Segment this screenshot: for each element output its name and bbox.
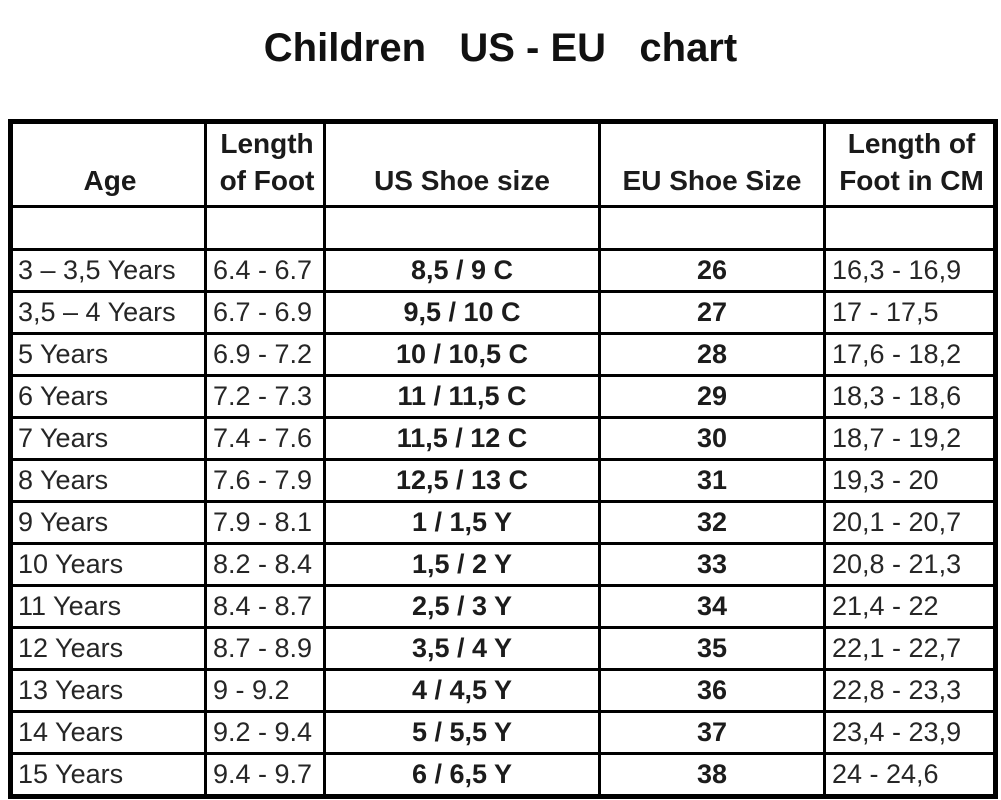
- us-size-cell: 2,5 / 3 Y: [323, 584, 601, 629]
- eu-size-cell: 26: [598, 248, 826, 293]
- us-size-cell: 1 / 1,5 Y: [323, 500, 601, 545]
- size-table-body: 3 – 3,5 Years 6.4 - 6.7 8,5 / 9 C 26 16,…: [9, 205, 997, 798]
- size-table-header: Age Length of Foot US Shoe size EU Shoe …: [9, 120, 997, 208]
- header-row: Age Length of Foot US Shoe size EU Shoe …: [9, 120, 997, 208]
- cm-length-cell: 22,8 - 23,3: [823, 668, 997, 713]
- table-row: 12 Years 8.7 - 8.9 3,5 / 4 Y 35 22,1 - 2…: [9, 626, 997, 671]
- foot-length-cell: 7.9 - 8.1: [204, 500, 326, 545]
- age-cell: 8 Years: [9, 458, 207, 503]
- cm-length-cell: 22,1 - 22,7: [823, 626, 997, 671]
- us-size-cell: 5 / 5,5 Y: [323, 710, 601, 755]
- eu-size-cell: 30: [598, 416, 826, 461]
- cm-length-cell: 20,1 - 20,7: [823, 500, 997, 545]
- us-size-cell: 6 / 6,5 Y: [323, 752, 601, 798]
- size-chart-table: Age Length of Foot US Shoe size EU Shoe …: [8, 119, 998, 799]
- cm-length-cell: 17 - 17,5: [823, 290, 997, 335]
- cm-length-cell: 20,8 - 21,3: [823, 542, 997, 587]
- eu-size-cell: 34: [598, 584, 826, 629]
- us-size-cell: 8,5 / 9 C: [323, 248, 601, 293]
- spacer-cell: [323, 205, 601, 251]
- eu-size-cell: 28: [598, 332, 826, 377]
- table-row: 14 Years 9.2 - 9.4 5 / 5,5 Y 37 23,4 - 2…: [9, 710, 997, 755]
- table-row: 6 Years 7.2 - 7.3 11 / 11,5 C 29 18,3 - …: [9, 374, 997, 419]
- cm-length-cell: 23,4 - 23,9: [823, 710, 997, 755]
- table-row: 7 Years 7.4 - 7.6 11,5 / 12 C 30 18,7 - …: [9, 416, 997, 461]
- header-age: Age: [9, 120, 207, 208]
- age-cell: 5 Years: [9, 332, 207, 377]
- table-row: 15 Years 9.4 - 9.7 6 / 6,5 Y 38 24 - 24,…: [9, 752, 997, 798]
- age-cell: 12 Years: [9, 626, 207, 671]
- foot-length-cell: 9.2 - 9.4: [204, 710, 326, 755]
- age-cell: 3,5 – 4 Years: [9, 290, 207, 335]
- cm-length-cell: 17,6 - 18,2: [823, 332, 997, 377]
- age-cell: 7 Years: [9, 416, 207, 461]
- eu-size-cell: 36: [598, 668, 826, 713]
- spacer-cell: [823, 205, 997, 251]
- us-size-cell: 9,5 / 10 C: [323, 290, 601, 335]
- table-row: 9 Years 7.9 - 8.1 1 / 1,5 Y 32 20,1 - 20…: [9, 500, 997, 545]
- spacer-row: [9, 205, 997, 251]
- eu-size-cell: 31: [598, 458, 826, 503]
- age-cell: 6 Years: [9, 374, 207, 419]
- cm-length-cell: 16,3 - 16,9: [823, 248, 997, 293]
- eu-size-cell: 35: [598, 626, 826, 671]
- table-row: 11 Years 8.4 - 8.7 2,5 / 3 Y 34 21,4 - 2…: [9, 584, 997, 629]
- spacer-cell: [598, 205, 826, 251]
- us-size-cell: 11 / 11,5 C: [323, 374, 601, 419]
- cm-length-cell: 21,4 - 22: [823, 584, 997, 629]
- age-cell: 9 Years: [9, 500, 207, 545]
- table-row: 8 Years 7.6 - 7.9 12,5 / 13 C 31 19,3 - …: [9, 458, 997, 503]
- us-size-cell: 3,5 / 4 Y: [323, 626, 601, 671]
- table-row: 3 – 3,5 Years 6.4 - 6.7 8,5 / 9 C 26 16,…: [9, 248, 997, 293]
- eu-size-cell: 37: [598, 710, 826, 755]
- header-us-size: US Shoe size: [323, 120, 601, 208]
- age-cell: 15 Years: [9, 752, 207, 798]
- cm-length-cell: 18,3 - 18,6: [823, 374, 997, 419]
- foot-length-cell: 7.4 - 7.6: [204, 416, 326, 461]
- foot-length-cell: 8.2 - 8.4: [204, 542, 326, 587]
- eu-size-cell: 38: [598, 752, 826, 798]
- age-cell: 14 Years: [9, 710, 207, 755]
- age-cell: 10 Years: [9, 542, 207, 587]
- table-row: 13 Years 9 - 9.2 4 / 4,5 Y 36 22,8 - 23,…: [9, 668, 997, 713]
- foot-length-cell: 9 - 9.2: [204, 668, 326, 713]
- cm-length-cell: 24 - 24,6: [823, 752, 997, 798]
- header-foot-length: Length of Foot: [204, 120, 326, 208]
- header-eu-size: EU Shoe Size: [598, 120, 826, 208]
- header-cm-length: Length of Foot in CM: [823, 120, 997, 208]
- us-size-cell: 12,5 / 13 C: [323, 458, 601, 503]
- page-title: Children US - EU chart: [263, 26, 738, 70]
- foot-length-cell: 6.7 - 6.9: [204, 290, 326, 335]
- us-size-cell: 10 / 10,5 C: [323, 332, 601, 377]
- eu-size-cell: 33: [598, 542, 826, 587]
- us-size-cell: 1,5 / 2 Y: [323, 542, 601, 587]
- foot-length-cell: 8.7 - 8.9: [204, 626, 326, 671]
- eu-size-cell: 29: [598, 374, 826, 419]
- spacer-cell: [204, 205, 326, 251]
- foot-length-cell: 8.4 - 8.7: [204, 584, 326, 629]
- foot-length-cell: 6.9 - 7.2: [204, 332, 326, 377]
- spacer-cell: [9, 205, 207, 251]
- table-row: 3,5 – 4 Years 6.7 - 6.9 9,5 / 10 C 27 17…: [9, 290, 997, 335]
- cm-length-cell: 19,3 - 20: [823, 458, 997, 503]
- foot-length-cell: 7.6 - 7.9: [204, 458, 326, 503]
- age-cell: 3 – 3,5 Years: [9, 248, 207, 293]
- foot-length-cell: 7.2 - 7.3: [204, 374, 326, 419]
- table-row: 5 Years 6.9 - 7.2 10 / 10,5 C 28 17,6 - …: [9, 332, 997, 377]
- age-cell: 13 Years: [9, 668, 207, 713]
- foot-length-cell: 6.4 - 6.7: [204, 248, 326, 293]
- us-size-cell: 4 / 4,5 Y: [323, 668, 601, 713]
- foot-length-cell: 9.4 - 9.7: [204, 752, 326, 798]
- table-row: 10 Years 8.2 - 8.4 1,5 / 2 Y 33 20,8 - 2…: [9, 542, 997, 587]
- age-cell: 11 Years: [9, 584, 207, 629]
- us-size-cell: 11,5 / 12 C: [323, 416, 601, 461]
- eu-size-cell: 32: [598, 500, 826, 545]
- eu-size-cell: 27: [598, 290, 826, 335]
- cm-length-cell: 18,7 - 19,2: [823, 416, 997, 461]
